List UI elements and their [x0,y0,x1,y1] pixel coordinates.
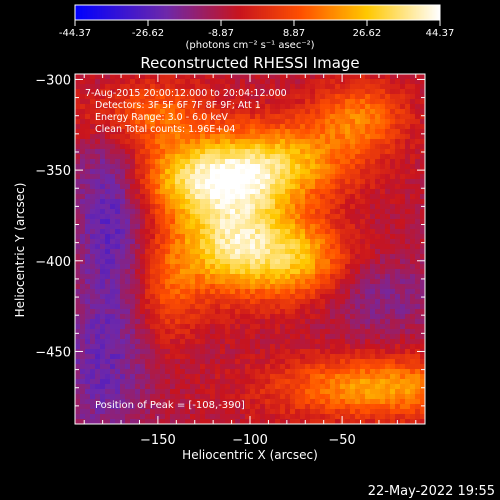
colorbar-tick-label: -26.62 [132,28,164,39]
annotation-detectors: Detectors: 3F 5F 6F 7F 8F 9F; Att 1 [95,100,261,111]
annotation-clean-counts: Clean Total counts: 1.96E+04 [95,124,235,135]
colorbar-tick-label: 8.87 [283,28,305,39]
footer-timestamp: 22-May-2022 19:55 [368,484,495,499]
axis-ticks: −150 −100 −50 −300 −350 −400 −450 [35,73,425,448]
x-tick-label: −100 [232,433,268,448]
colorbar [75,5,440,20]
y-tick-label: −300 [35,73,71,88]
chart-title: Reconstructed RHESSI Image [140,54,359,72]
colorbar-frame [74,4,441,21]
annotation-energy-range: Energy Range: 3.0 - 6.0 keV [95,112,228,123]
y-tick-label: −350 [35,164,71,179]
colorbar-ticks: -44.37 -26.62 -8.87 8.87 26.62 44.37 [59,20,454,39]
y-axis-label: Heliocentric Y (arcsec) [13,183,27,318]
colorbar-tick-label: 44.37 [426,28,455,39]
x-tick-label: −150 [140,433,176,448]
colorbar-tick-label: -44.37 [59,28,91,39]
y-tick-label: −450 [35,345,71,360]
x-axis-label: Heliocentric X (arcsec) [182,448,318,462]
colorbar-units-label: (photons cm⁻² s⁻¹ asec⁻²) [185,40,314,51]
x-tick-label: −50 [328,433,355,448]
colorbar-tick-label: -8.87 [208,28,234,39]
peak-position-label: Position of Peak = [-108,-390] [95,400,245,411]
y-tick-label: −400 [35,255,71,270]
colorbar-tick-label: 26.62 [353,28,382,39]
heatmap-image [75,74,425,424]
annotation-time-range: 7-Aug-2015 20:00:12.000 to 20:04:12.000 [85,88,287,99]
